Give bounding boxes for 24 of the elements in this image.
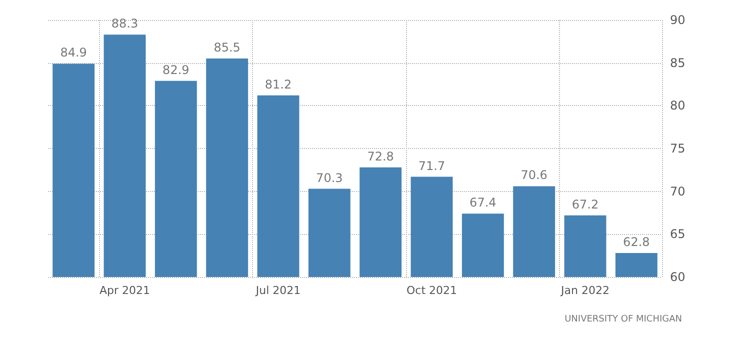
- data-label: 67.2: [572, 197, 599, 212]
- data-label: 62.8: [623, 235, 650, 250]
- data-label: 71.7: [418, 158, 446, 173]
- data-label: 72.8: [367, 149, 394, 164]
- y-tick-label: 65: [670, 227, 686, 242]
- x-tick-label: Jul 2021: [254, 284, 301, 297]
- y-tick-label: 80: [670, 98, 686, 113]
- data-label: 88.3: [111, 16, 138, 31]
- y-tick-label: 60: [670, 270, 686, 284]
- x-tick-label: Oct 2021: [406, 284, 458, 297]
- y-tick-label: 85: [670, 56, 686, 70]
- y-tick-label: 70: [670, 184, 686, 198]
- data-label: 84.9: [60, 46, 87, 60]
- data-label: 70.3: [316, 170, 343, 185]
- data-label: 67.4: [470, 196, 496, 210]
- text: UNIVERSITY OF MICHIGAN: [564, 314, 682, 324]
- y-tick-label: 90: [670, 13, 686, 27]
- y-tick-label: 75: [670, 142, 686, 156]
- data-label: 85.5: [214, 40, 240, 55]
- x-tick-label: Jan 2022: [560, 284, 610, 297]
- data-label: 70.6: [520, 168, 548, 182]
- data-label: 81.2: [264, 77, 292, 92]
- x-tick-label: Apr 2021: [99, 284, 150, 297]
- data-label: 82.9: [162, 62, 190, 77]
